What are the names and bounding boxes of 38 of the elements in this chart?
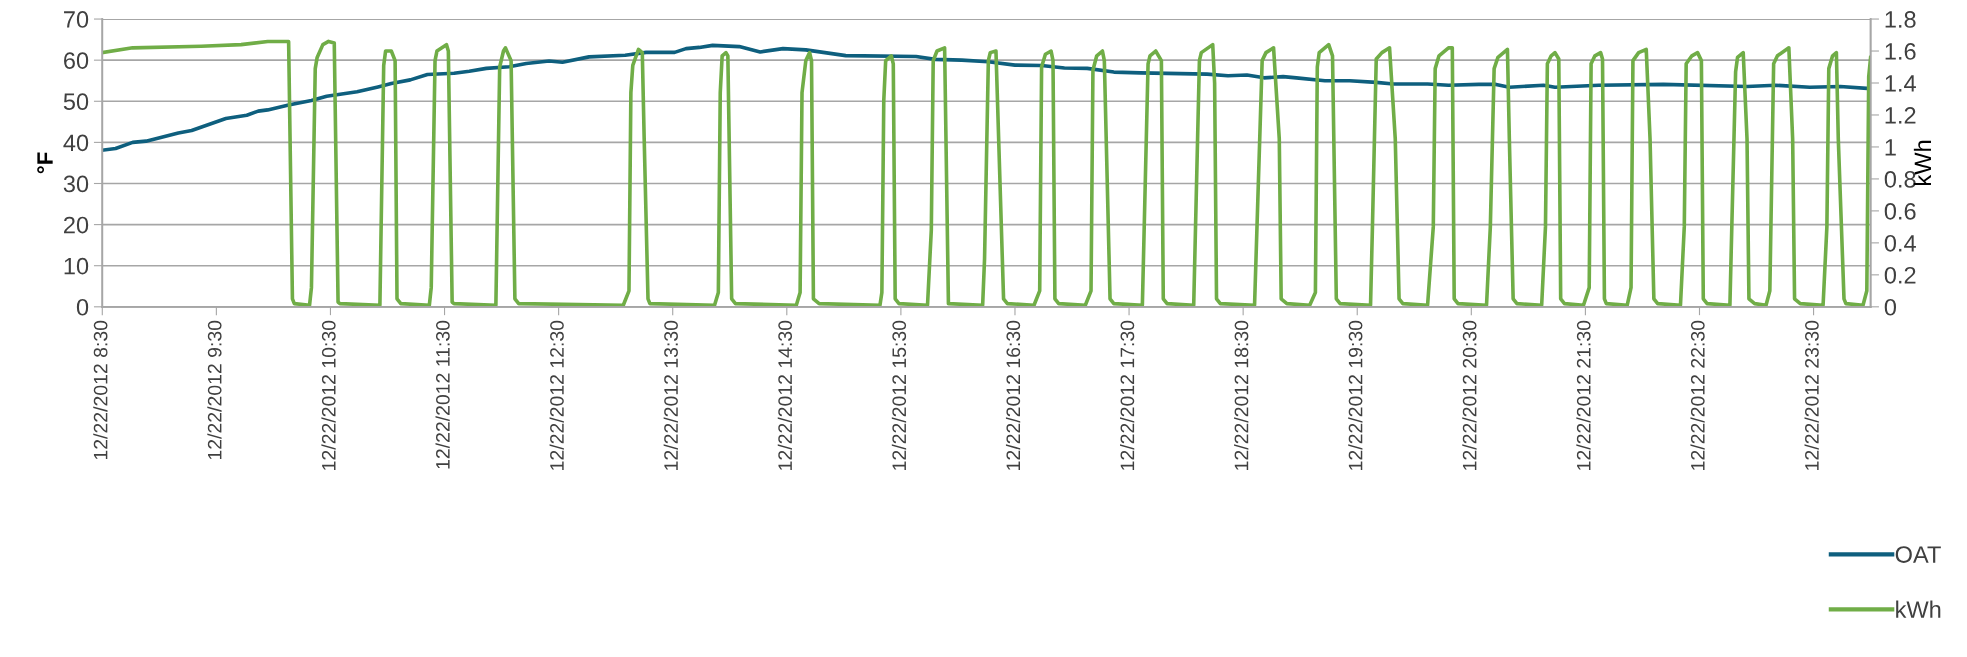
y2-axis-title: kWh [1913,140,1931,185]
y2-tick-label: 0 [1884,298,1897,316]
y2-tick-label: 0.8 [1884,170,1916,188]
y-tick-label: 50 [63,93,89,111]
x-tick-label: 12/22/2012 12:30 [549,320,564,470]
y2-tick-label: 1.2 [1885,107,1916,124]
x-tick-label: 12/22/2012 20:30 [1462,320,1477,470]
y-tick-label: 60 [64,52,89,69]
x-tick-label: 12/22/2012 16:30 [1005,320,1021,470]
x-tick-label: 12/22/2012 17:30 [1119,320,1135,470]
x-tick-label: 12/22/2012 13:30 [663,320,678,470]
y2-tick-label: 0.4 [1884,234,1916,252]
x-tick-label: 12/22/2012 14:30 [777,320,793,470]
y2-tick-label: 1.6 [1885,43,1916,60]
legend-label: OAT [1895,546,1941,563]
y2-tick-label: 0.2 [1884,266,1916,284]
x-tick-label: 12/22/2012 23:30 [1804,320,1819,470]
y2-tick-label: 0.6 [1884,202,1916,220]
x-tick-label: 12/22/2012 21:30 [1576,320,1591,470]
legend-label: kWh [1896,600,1941,618]
y-axis-title: °F [37,152,53,174]
y-tick-label: 10 [64,257,89,275]
y-tick-label: 0 [76,298,89,316]
x-tick-label: 12/22/2012 22:30 [1690,320,1705,470]
y2-tick-label: 1.4 [1885,75,1916,92]
x-tick-label: 12/22/2012 8:30 [93,320,108,460]
y2-tick-label: 1 [1885,139,1896,156]
y-tick-label: 30 [63,175,89,193]
x-tick-label: 12/22/2012 15:30 [891,320,907,470]
y-tick-label: 70 [64,11,89,28]
x-tick-label: 12/22/2012 19:30 [1348,320,1363,470]
y-tick-label: 20 [64,216,89,234]
y2-tick-label: 1.8 [1885,11,1916,28]
x-tick-label: 12/22/2012 10:30 [321,320,336,470]
x-tick-label: 12/22/2012 11:30 [435,320,450,469]
x-tick-label: 12/22/2012 9:30 [207,320,222,460]
x-tick-label: 12/22/2012 18:30 [1234,320,1249,470]
y-tick-label: 40 [63,134,89,152]
